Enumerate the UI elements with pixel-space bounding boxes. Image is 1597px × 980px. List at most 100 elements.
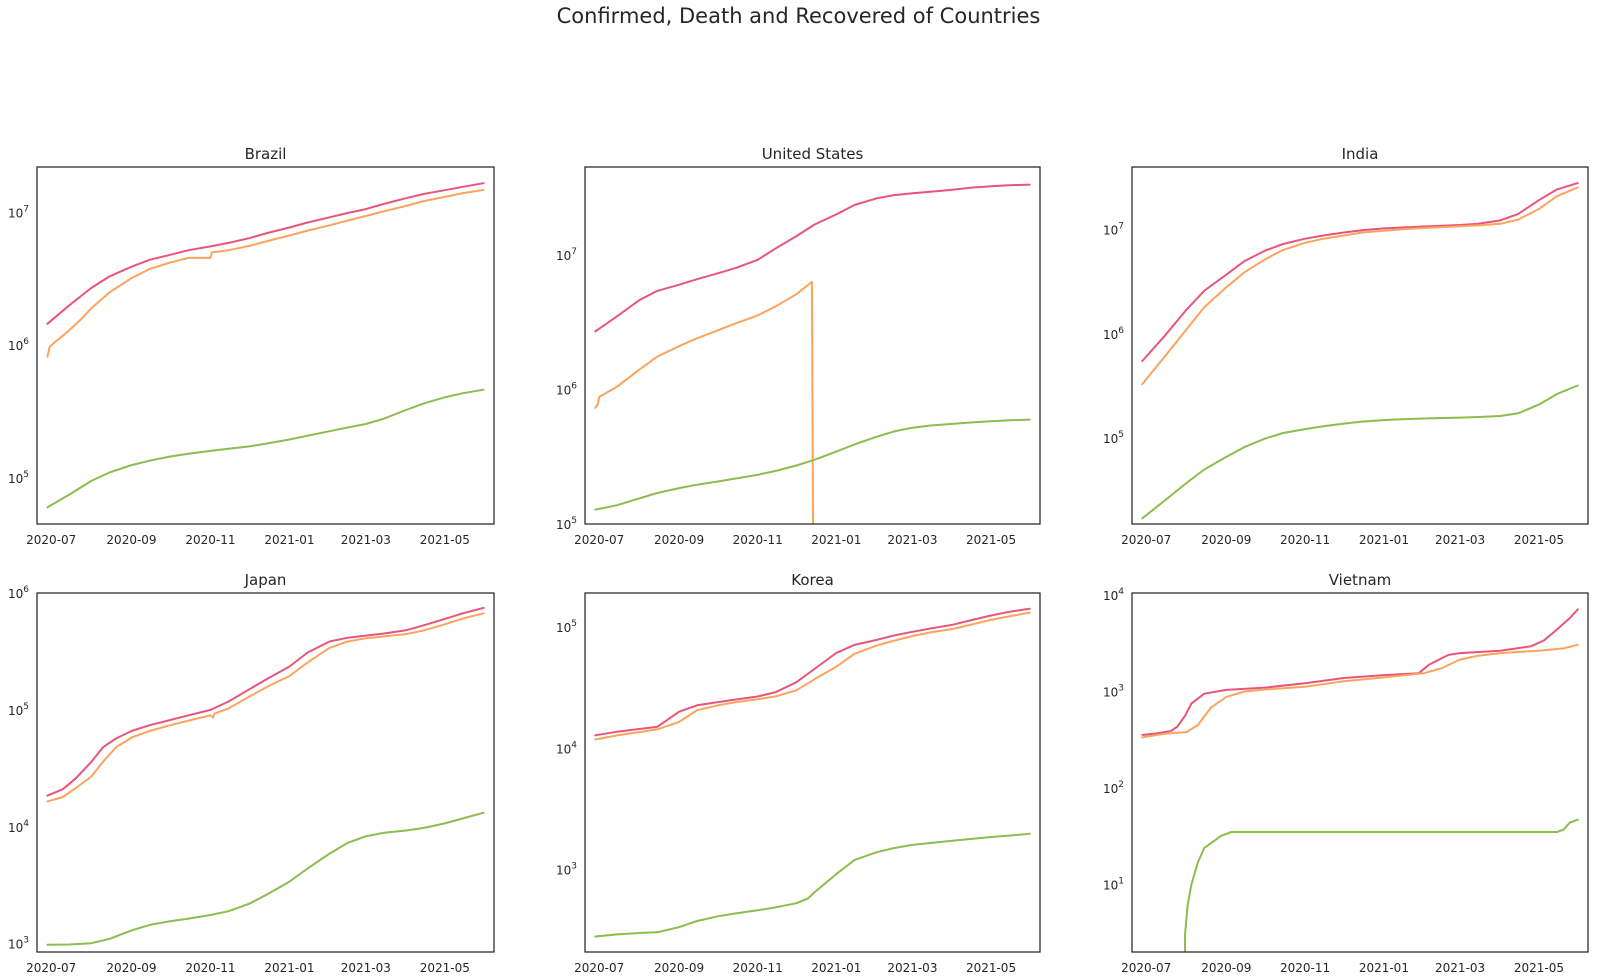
panel-united-states: United States 2020-07 2020-09 2020-11 2021-0… [556, 145, 1041, 547]
series-recovered [1141, 643, 1579, 739]
panel-title: United States [762, 145, 864, 163]
series-confirmed [1141, 182, 1579, 362]
panel-japan: Japan 2020-07 2020-09 2020-11 2021-01 2021-03… [8, 571, 495, 975]
x-tick-label: 2021-05 [1514, 961, 1564, 975]
x-tick-label: 2021-05 [966, 961, 1016, 975]
x-tick-label: 2020-09 [1201, 533, 1251, 547]
x-tick-label: 2021-03 [887, 961, 937, 975]
series-death [594, 832, 1031, 938]
panel-title: Japan [244, 571, 287, 589]
y-tick-label: 102 [1103, 780, 1124, 796]
x-tick-label: 2021-01 [811, 961, 861, 975]
y-tick-label: 106 [556, 381, 577, 397]
y-tick-label: 103 [8, 936, 29, 952]
panel-india: India 2020-07 2020-09 2020-11 2021-01 2021-03… [1103, 145, 1589, 547]
x-tick-label: 2021-05 [420, 961, 470, 975]
x-tick-label: 2020-09 [654, 961, 704, 975]
x-tick-label: 2020-11 [185, 961, 235, 975]
x-tick-label: 2021-01 [1359, 533, 1409, 547]
series-death [46, 811, 485, 946]
series-confirmed [1141, 608, 1579, 736]
x-tick-label: 2021-01 [1359, 961, 1409, 975]
series-death [594, 418, 1031, 511]
y-tick-label: 106 [1103, 326, 1124, 342]
x-tick-label: 2020-09 [106, 961, 156, 975]
series-group [1141, 182, 1579, 520]
x-tick-label: 2020-09 [654, 533, 704, 547]
panel-title: Brazil [245, 145, 287, 163]
x-tick-label: 2021-01 [811, 533, 861, 547]
x-tick-label: 2021-03 [887, 533, 937, 547]
x-tick-label: 2020-11 [733, 533, 783, 547]
panel-title: India [1342, 145, 1379, 163]
plot-frame [1131, 592, 1589, 953]
x-tick-label: 2021-01 [264, 533, 314, 547]
series-recovered [594, 611, 1031, 741]
y-tick-label: 103 [1103, 684, 1124, 700]
y-tick-label: 101 [1103, 877, 1124, 893]
x-tick-label: 2020-07 [1121, 533, 1171, 547]
x-tick-label: 2020-07 [574, 961, 624, 975]
x-tick-label: 2020-07 [26, 533, 76, 547]
series-recovered [46, 612, 485, 803]
x-tick-label: 2020-07 [26, 961, 76, 975]
y-tick-label: 107 [556, 247, 577, 263]
x-tick-label: 2021-05 [1514, 533, 1564, 547]
y-tick-label: 104 [8, 819, 29, 835]
figure-title: Confirmed, Death and Recovered of Countr… [556, 4, 1041, 28]
series-recovered [1141, 186, 1579, 386]
series-death [1184, 818, 1579, 952]
x-tick-label: 2020-11 [185, 533, 235, 547]
x-tick-label: 2020-11 [1280, 533, 1330, 547]
x-tick-label: 2021-01 [264, 961, 314, 975]
series-confirmed [594, 183, 1031, 333]
y-tick-label: 107 [1103, 222, 1124, 238]
y-tick-label: 105 [8, 702, 29, 718]
series-recovered [46, 188, 485, 358]
plot-frame [1131, 166, 1589, 525]
panel-korea: Korea 2020-07 2020-09 2020-11 2021-01 2021-03… [556, 571, 1041, 975]
panel-title: Vietnam [1329, 571, 1392, 589]
x-tick-label: 2020-07 [574, 533, 624, 547]
x-tick-label: 2021-03 [341, 533, 391, 547]
y-tick-label: 107 [8, 204, 29, 220]
panel-title: Korea [791, 571, 834, 589]
series-group [46, 606, 485, 946]
y-tick-label: 105 [556, 619, 577, 635]
panel-vietnam: Vietnam 2020-07 2020-09 2020-11 2021-01 2021-… [1103, 571, 1589, 975]
x-tick-label: 2021-03 [1435, 961, 1485, 975]
series-group [594, 183, 1031, 524]
series-death [46, 388, 485, 509]
x-tick-label: 2020-11 [733, 961, 783, 975]
x-tick-label: 2020-07 [1121, 961, 1171, 975]
series-confirmed [46, 182, 485, 325]
panel-brazil: Brazil 2020-07 2020-09 2020-11 2021-01 2021-0… [8, 145, 495, 547]
y-tick-label: 104 [1103, 587, 1124, 603]
x-tick-label: 2020-09 [106, 533, 156, 547]
y-tick-label: 106 [8, 337, 29, 353]
plot-frame [584, 166, 1041, 525]
y-tick-label: 105 [556, 516, 577, 532]
x-tick-label: 2020-09 [1201, 961, 1251, 975]
series-confirmed [46, 606, 485, 797]
plot-frame [36, 166, 495, 525]
plot-frame [36, 592, 495, 953]
x-tick-label: 2021-05 [420, 533, 470, 547]
series-group [46, 182, 485, 509]
series-confirmed [594, 607, 1031, 737]
y-tick-label: 105 [8, 470, 29, 486]
x-tick-label: 2021-03 [1435, 533, 1485, 547]
x-tick-label: 2021-05 [966, 533, 1016, 547]
series-recovered [594, 280, 815, 524]
y-tick-label: 104 [556, 740, 577, 756]
y-tick-label: 106 [8, 585, 29, 601]
y-tick-label: 103 [556, 862, 577, 878]
series-death [1141, 384, 1579, 520]
y-tick-label: 105 [1103, 430, 1124, 446]
plot-frame [584, 592, 1041, 953]
x-tick-label: 2021-03 [341, 961, 391, 975]
series-group [594, 607, 1031, 938]
series-group [1141, 608, 1579, 952]
x-tick-label: 2020-11 [1280, 961, 1330, 975]
